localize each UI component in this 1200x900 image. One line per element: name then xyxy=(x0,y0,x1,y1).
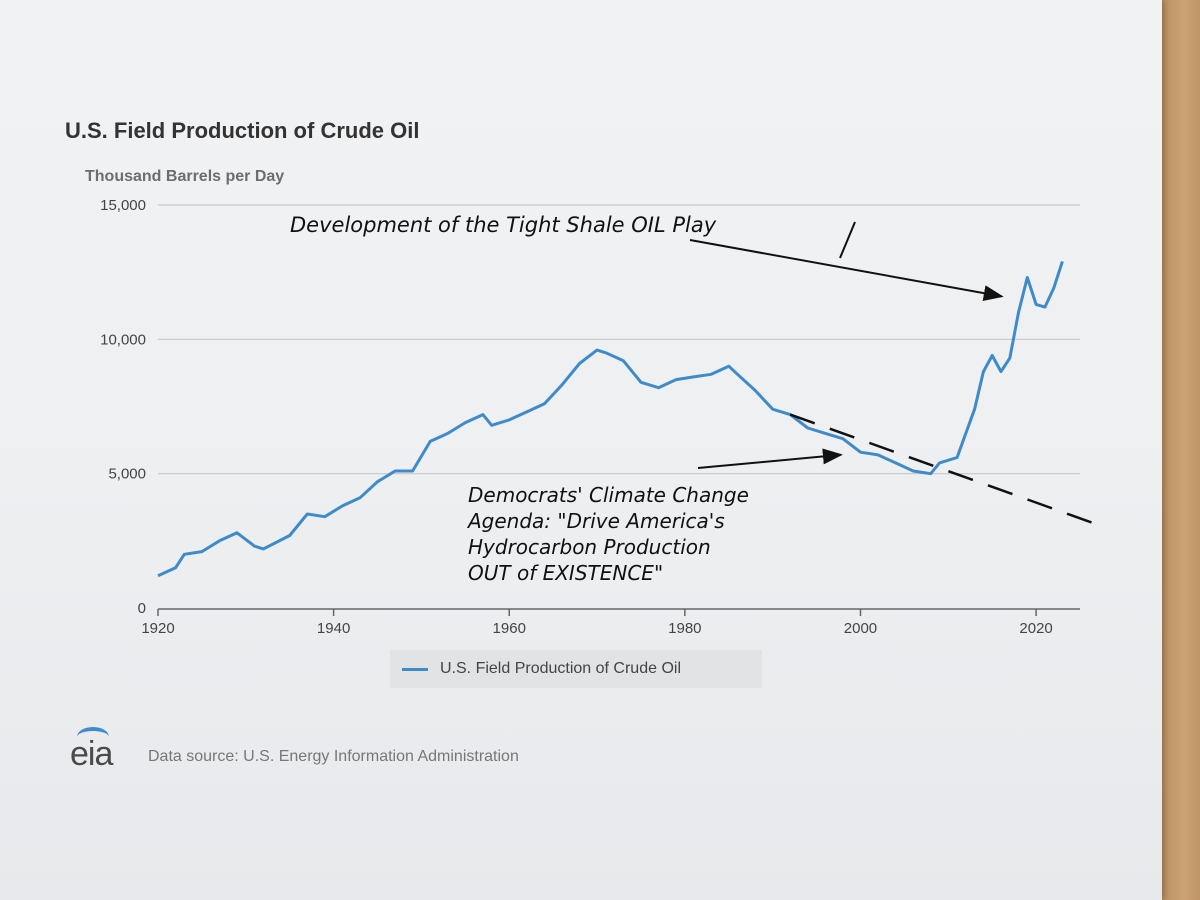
x-tick-label: 2020 xyxy=(1019,620,1052,637)
dashed-decline-trendline xyxy=(789,413,1101,527)
y-tick-label: 10,000 xyxy=(100,331,146,348)
y-tick-label: 0 xyxy=(138,600,146,617)
y-tick-label: 15,000 xyxy=(100,197,146,214)
legend-line-swatch xyxy=(402,667,428,671)
eia-logo: eia xyxy=(70,735,113,773)
climate-annotation-arrow xyxy=(697,448,843,469)
shale-annotation-text: Development of the Tight Shale OIL Play xyxy=(290,213,717,237)
eia-logo-arc xyxy=(77,727,109,747)
series-line-crude-oil xyxy=(157,260,1064,578)
climate-annotation-line-3: Hydrocarbon Production xyxy=(468,535,711,559)
climate-annotation-line-1: Democrats' Climate Change xyxy=(468,483,749,507)
x-tick-label: 1960 xyxy=(493,620,526,637)
shale-annotation-tick xyxy=(839,221,856,259)
climate-annotation-line-2: Agenda: "Drive America's xyxy=(466,509,725,533)
printed-chart-sheet xyxy=(0,0,1162,900)
shale-annotation-arrow xyxy=(689,239,1004,302)
y-tick-label: 5,000 xyxy=(108,466,146,483)
x-tick-label: 1980 xyxy=(668,620,701,637)
chart-title: U.S. Field Production of Crude Oil xyxy=(65,118,420,143)
cardboard-background xyxy=(1160,0,1200,900)
chart-legend[interactable]: U.S. Field Production of Crude Oil xyxy=(390,650,762,688)
x-tick-label: 1920 xyxy=(141,620,174,637)
x-tick-label: 2000 xyxy=(844,620,877,637)
x-tick-label: 1940 xyxy=(317,620,350,637)
climate-annotation-line-4: OUT of EXISTENCE" xyxy=(468,561,663,585)
data-source-note: Data source: U.S. Energy Information Adm… xyxy=(148,748,519,765)
y-axis-unit-label: Thousand Barrels per Day xyxy=(85,168,285,185)
legend-label: U.S. Field Production of Crude Oil xyxy=(440,660,681,677)
